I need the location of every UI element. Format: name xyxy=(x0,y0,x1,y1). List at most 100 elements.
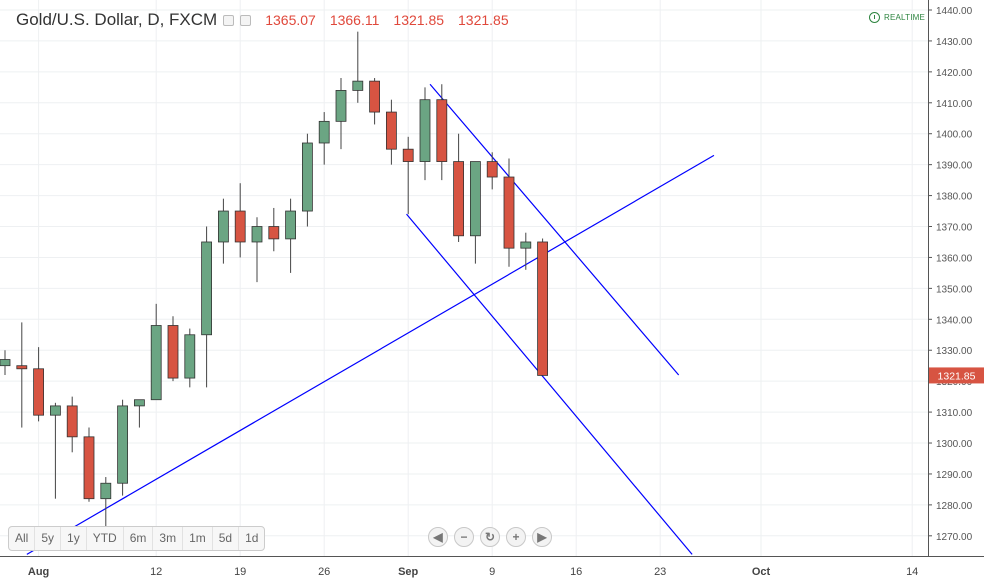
candle-down xyxy=(167,316,179,382)
settings-icon[interactable] xyxy=(240,14,252,26)
candle-down xyxy=(268,207,280,252)
zoom-out-icon[interactable]: − xyxy=(454,527,474,547)
candle-body xyxy=(66,405,78,438)
candle-up xyxy=(318,112,330,165)
candle-down xyxy=(369,78,381,125)
x-tick-label: 23 xyxy=(654,566,666,578)
candle-down xyxy=(503,158,515,267)
realtime-label: REALTIME xyxy=(884,13,926,22)
candle-body xyxy=(537,241,548,376)
candle-body xyxy=(419,99,431,162)
symbol-title[interactable]: Gold/U.S. Dollar, D, FXCM xyxy=(16,10,218,29)
candle-body xyxy=(150,325,162,401)
candle-body xyxy=(486,161,498,178)
range-all-button[interactable]: All xyxy=(9,527,36,550)
range-5d-button[interactable]: 5d xyxy=(213,527,240,550)
candle-up xyxy=(150,303,162,401)
x-tick-label: 12 xyxy=(150,566,162,578)
trendline-channel-lower xyxy=(406,213,693,555)
y-tick-label: 1290.00 xyxy=(936,470,973,481)
y-tick-label: 1390.00 xyxy=(936,161,973,172)
y-tick-label: 1330.00 xyxy=(936,346,973,357)
candle-body xyxy=(335,90,347,122)
candle-body xyxy=(268,226,280,240)
range-5y-button[interactable]: 5y xyxy=(35,527,62,550)
reset-icon[interactable]: ↻ xyxy=(480,527,500,547)
trendline-support xyxy=(26,154,715,555)
x-tick-label: Sep xyxy=(398,566,418,578)
candle-up xyxy=(217,198,229,264)
scroll-left-icon[interactable]: ◀ xyxy=(428,527,448,547)
y-tick-label: 1420.00 xyxy=(936,68,973,79)
candle-body xyxy=(352,80,364,91)
hide-icon[interactable] xyxy=(223,14,235,26)
last-price-label: 1321.85 xyxy=(938,370,976,382)
y-tick-label: 1340.00 xyxy=(936,315,973,326)
candle-up xyxy=(335,78,347,150)
x-tick-label: 14 xyxy=(906,566,918,578)
candle-up xyxy=(419,87,431,181)
candle-body xyxy=(184,334,196,379)
candle-body xyxy=(83,436,95,500)
range-1y-button[interactable]: 1y xyxy=(61,527,87,550)
clock-icon xyxy=(869,12,880,23)
candle-body xyxy=(0,359,11,367)
candle-up xyxy=(201,226,213,388)
candle-down xyxy=(453,133,465,242)
candle-body xyxy=(117,405,128,484)
candle-up xyxy=(50,402,61,499)
candle-down xyxy=(234,183,246,258)
candle-up xyxy=(520,232,532,270)
range-ytd-button[interactable]: YTD xyxy=(87,527,124,550)
scroll-right-icon[interactable]: ▶ xyxy=(532,527,552,547)
candle-down xyxy=(486,152,498,190)
y-tick-label: 1350.00 xyxy=(936,284,973,295)
candle-body xyxy=(520,241,532,249)
range-6m-button[interactable]: 6m xyxy=(124,527,154,550)
zoom-in-icon[interactable]: + xyxy=(506,527,526,547)
y-tick-label: 1440.00 xyxy=(936,6,973,17)
high-value: 1366.11 xyxy=(329,12,380,28)
y-tick-label: 1400.00 xyxy=(936,130,973,141)
x-tick-label: 19 xyxy=(234,566,246,578)
candle-body xyxy=(469,161,481,237)
candle-up xyxy=(0,350,11,375)
y-tick-label: 1280.00 xyxy=(936,501,973,512)
low-value: 1321.85 xyxy=(393,12,445,28)
candle-body xyxy=(402,148,414,162)
y-tick-label: 1270.00 xyxy=(936,532,973,543)
x-tick-label: 26 xyxy=(318,566,330,578)
candle-up xyxy=(352,31,364,103)
candle-body xyxy=(251,226,263,243)
candle-body xyxy=(33,368,44,416)
candle-down xyxy=(83,427,95,502)
range-3m-button[interactable]: 3m xyxy=(153,527,184,550)
range-1d-button[interactable]: 1d xyxy=(245,531,259,545)
candle-up xyxy=(133,399,145,428)
candle-up xyxy=(117,399,128,496)
candle-body xyxy=(503,176,515,249)
candle-up xyxy=(184,328,196,388)
candle-body xyxy=(100,482,112,500)
candle-up xyxy=(301,133,313,227)
range-1m-button[interactable]: 1m xyxy=(183,527,213,550)
candle-body xyxy=(50,405,61,416)
candle-down xyxy=(16,322,28,428)
candle-body xyxy=(453,161,465,237)
last-price-tag xyxy=(929,367,984,384)
y-tick-label: 1430.00 xyxy=(936,37,973,48)
range-selector: All 5y 1y YTD 6m 3m 1m 5d 1d xyxy=(8,526,266,551)
x-tick-label: 16 xyxy=(570,566,582,578)
candle-body xyxy=(16,365,28,370)
candle-down xyxy=(537,238,548,376)
y-tick-label: 1300.00 xyxy=(936,439,973,450)
candle-up xyxy=(251,217,263,283)
candle-body xyxy=(318,120,330,144)
trendline-channel-upper xyxy=(429,83,680,376)
open-value: 1365.07 xyxy=(265,12,316,28)
candle-body xyxy=(385,111,397,150)
candle-body xyxy=(234,210,246,243)
y-tick-label: 1310.00 xyxy=(936,408,973,419)
chart-header: Gold/U.S. Dollar, D, FXCM 1365.07 1366.1… xyxy=(10,9,509,31)
